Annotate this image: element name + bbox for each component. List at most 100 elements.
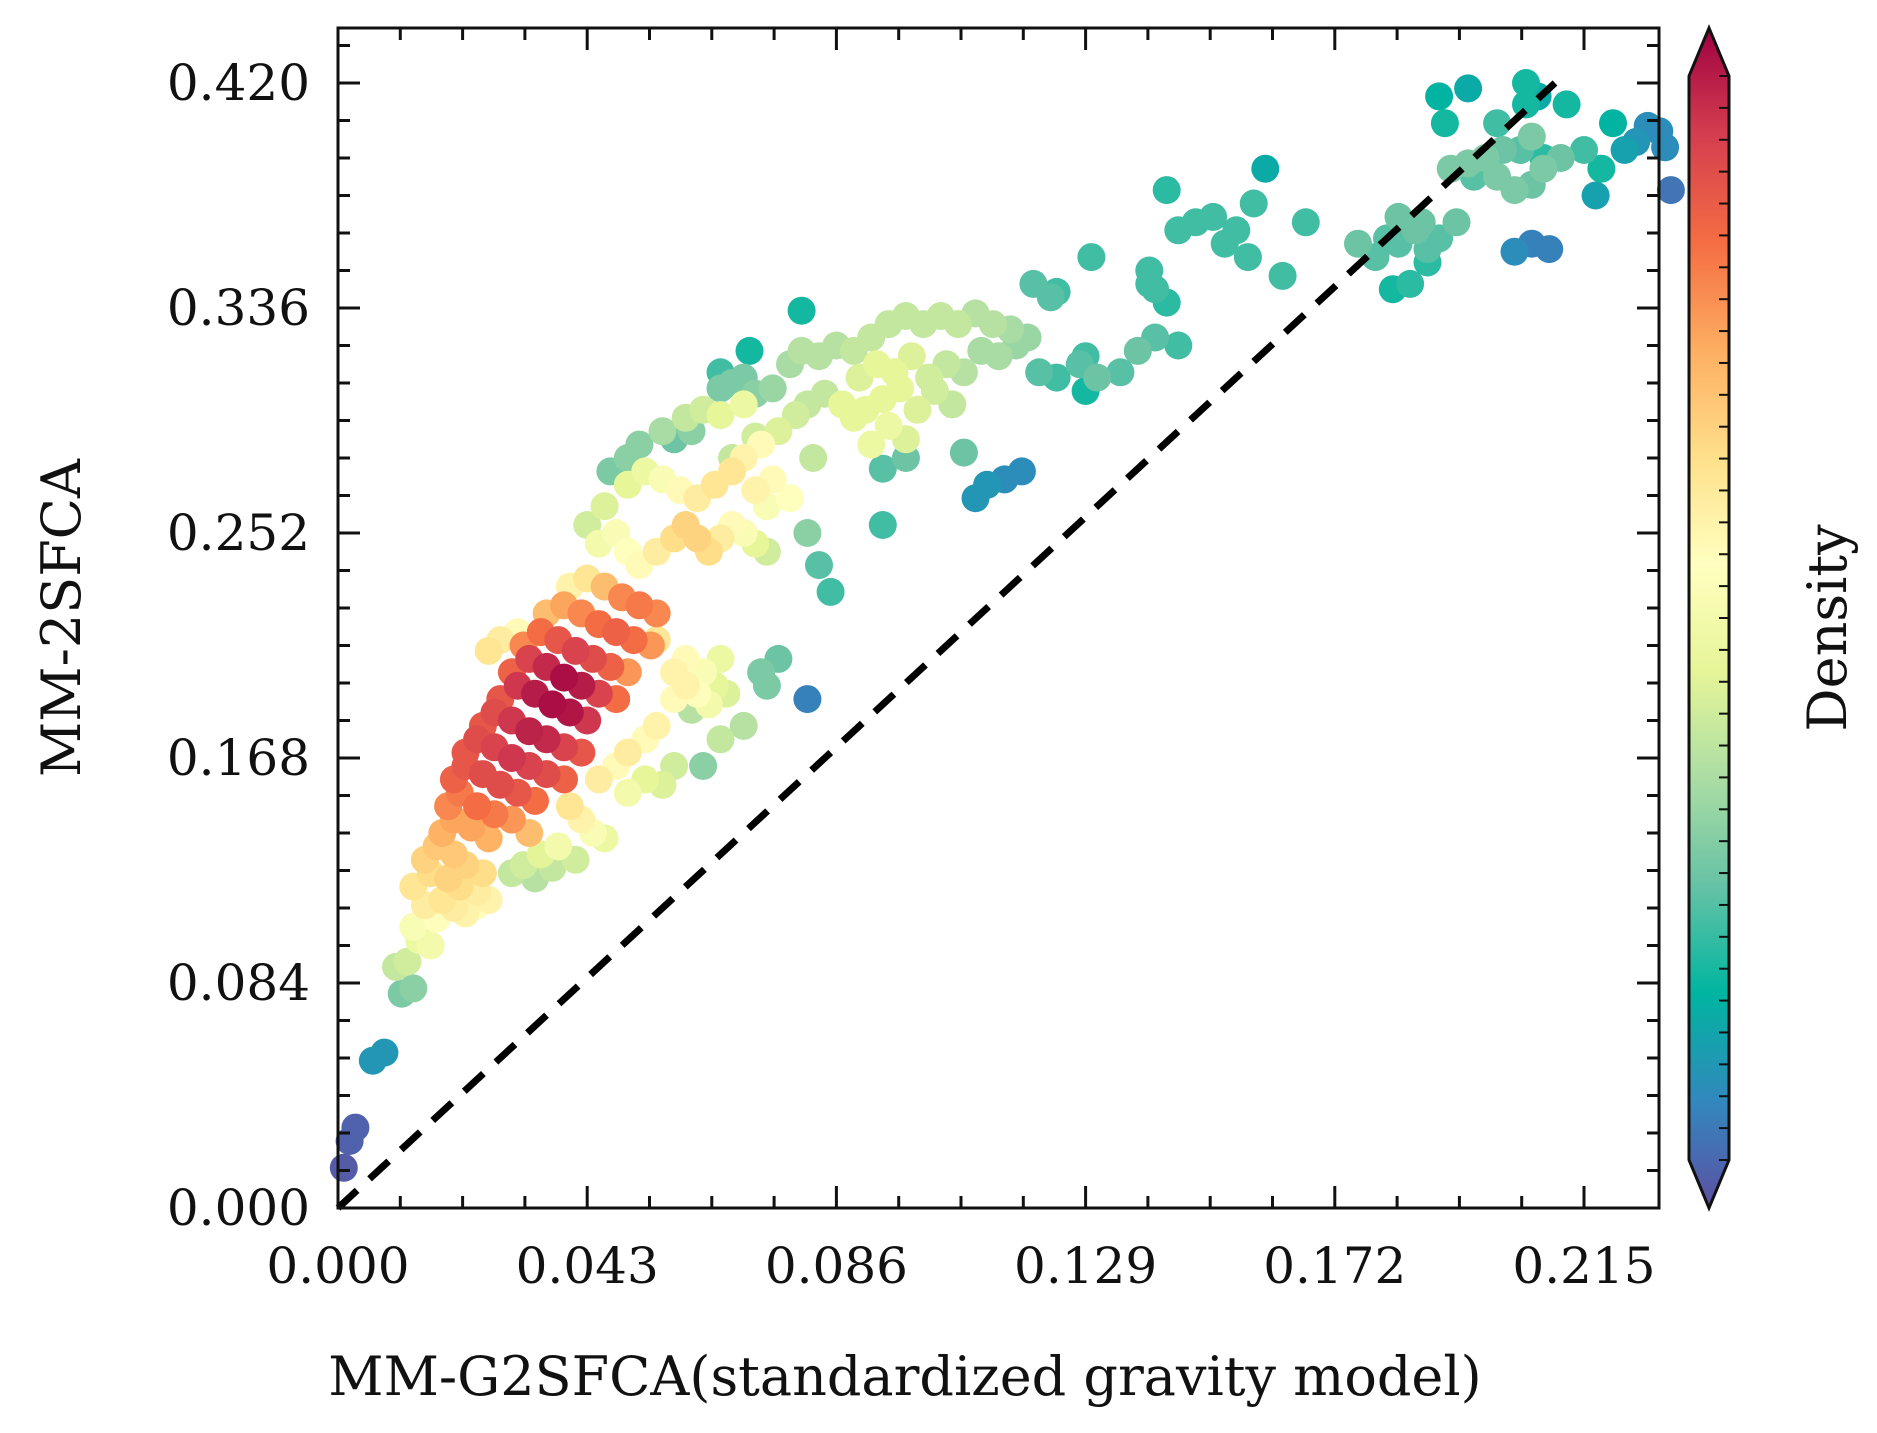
scatter-point bbox=[1152, 176, 1181, 205]
scatter-point bbox=[776, 484, 804, 513]
scatter-point bbox=[706, 401, 735, 430]
scatter-point bbox=[683, 524, 712, 553]
scatter-point bbox=[555, 792, 584, 821]
scatter-point bbox=[984, 342, 1013, 371]
scatter-point bbox=[1123, 336, 1152, 365]
scatter-point bbox=[1483, 109, 1512, 138]
x-tick-label: 0.129 bbox=[1014, 1237, 1157, 1295]
scatter-point bbox=[1164, 331, 1193, 360]
scatter-point bbox=[1442, 208, 1471, 237]
scatter-point bbox=[961, 484, 990, 513]
plot-frame bbox=[336, 26, 1661, 1210]
scatter-point bbox=[689, 752, 718, 780]
scatter-point bbox=[1587, 154, 1616, 183]
scatter-point bbox=[439, 840, 468, 869]
scatter-point bbox=[1291, 208, 1320, 237]
scatter-point bbox=[1500, 237, 1529, 266]
scatter-point bbox=[416, 931, 445, 960]
scatter-point bbox=[1656, 176, 1685, 205]
scatter-point bbox=[1599, 109, 1627, 138]
scatter-point bbox=[544, 832, 573, 861]
y-tick-label: 0.252 bbox=[167, 504, 310, 562]
y-tick-label: 0.420 bbox=[167, 54, 310, 112]
scatter-point bbox=[550, 663, 578, 692]
scatter-point bbox=[787, 296, 816, 325]
scatter-point bbox=[660, 658, 689, 687]
y-tick-labels: 0.000 0.084 0.168 0.252 0.336 0.420 bbox=[167, 54, 310, 1237]
scatter-point bbox=[1570, 136, 1598, 164]
axis-ticks bbox=[336, 28, 1659, 1210]
scatter-point bbox=[497, 744, 526, 772]
scatter-point bbox=[1036, 283, 1065, 312]
scatter-point bbox=[1007, 457, 1036, 486]
scatter-point bbox=[1251, 154, 1280, 183]
x-tick-labels: 0.000 0.043 0.086 0.129 0.172 0.215 bbox=[266, 1237, 1655, 1295]
x-tick-label: 0.172 bbox=[1263, 1237, 1406, 1295]
scatter-point bbox=[839, 403, 868, 432]
y-axis-title: MM-2SFCA bbox=[30, 458, 93, 777]
scatter-point bbox=[1199, 202, 1228, 231]
scatter-point bbox=[648, 417, 677, 446]
y-tick-label: 0.084 bbox=[167, 954, 310, 1012]
scatter-point bbox=[329, 1153, 358, 1182]
scatter-point bbox=[903, 395, 932, 424]
scatter-point bbox=[706, 725, 735, 754]
scatter-point bbox=[463, 792, 492, 821]
scatter-point bbox=[886, 374, 915, 403]
scatter-point bbox=[1581, 181, 1610, 210]
scatter-point bbox=[805, 551, 833, 580]
scatter-point bbox=[474, 636, 503, 665]
scatter-point bbox=[393, 947, 422, 976]
scatter-point bbox=[1222, 216, 1251, 245]
scatter-point bbox=[515, 717, 544, 746]
scatter-point bbox=[1610, 136, 1639, 164]
scatter-point bbox=[1552, 90, 1581, 119]
scatter-point bbox=[399, 912, 428, 941]
reference-diagonal-line bbox=[335, 80, 1558, 1211]
scatter-point bbox=[1512, 69, 1540, 97]
scatter-point bbox=[341, 1113, 370, 1142]
scatter-point bbox=[729, 390, 758, 419]
scatter-point bbox=[1512, 90, 1540, 119]
x-tick-label: 0.043 bbox=[516, 1237, 659, 1295]
scatter-point bbox=[816, 577, 845, 606]
scatter-point bbox=[486, 770, 515, 799]
scatter-point bbox=[978, 310, 1007, 339]
scatter-point bbox=[1106, 358, 1135, 387]
y-tick-label: 0.168 bbox=[167, 729, 310, 787]
scatter-point bbox=[868, 511, 897, 539]
scatter-point bbox=[1529, 154, 1558, 183]
scatter-point bbox=[741, 476, 770, 505]
colorbar: Density bbox=[1687, 24, 1859, 1212]
scatter-point bbox=[1344, 229, 1372, 258]
scatter-point bbox=[1535, 235, 1564, 264]
scatter-point bbox=[1025, 358, 1054, 387]
scatter-point bbox=[538, 690, 567, 719]
scatter-point bbox=[1233, 243, 1262, 272]
x-tick-label: 0.000 bbox=[266, 1237, 409, 1295]
scatter-point bbox=[457, 813, 486, 842]
x-tick-label: 0.086 bbox=[765, 1237, 908, 1295]
scatter-point bbox=[1135, 269, 1164, 298]
x-axis-title: MM-G2SFCA(standardized gravity model) bbox=[328, 1345, 1481, 1408]
scatter-point bbox=[729, 711, 758, 740]
x-tick-label: 0.215 bbox=[1512, 1237, 1655, 1295]
scatter-point bbox=[758, 374, 787, 403]
scatter-point bbox=[1500, 176, 1529, 205]
scatter-point bbox=[1517, 122, 1546, 151]
scatter-point bbox=[1268, 261, 1297, 290]
scatter-point bbox=[370, 1038, 399, 1067]
scatter-point bbox=[1396, 269, 1425, 298]
scatter-point bbox=[718, 457, 747, 486]
scatter-point bbox=[642, 711, 671, 740]
colorbar-ticks bbox=[1719, 75, 1729, 1161]
scatter-point bbox=[625, 430, 654, 459]
scatter-point bbox=[793, 519, 822, 547]
scatter-point bbox=[920, 377, 949, 405]
scatter-point bbox=[399, 974, 428, 1003]
scatter-point bbox=[793, 685, 822, 714]
scatter-point bbox=[625, 591, 654, 620]
scatter-points bbox=[329, 69, 1685, 1182]
scatter-point bbox=[602, 618, 631, 647]
